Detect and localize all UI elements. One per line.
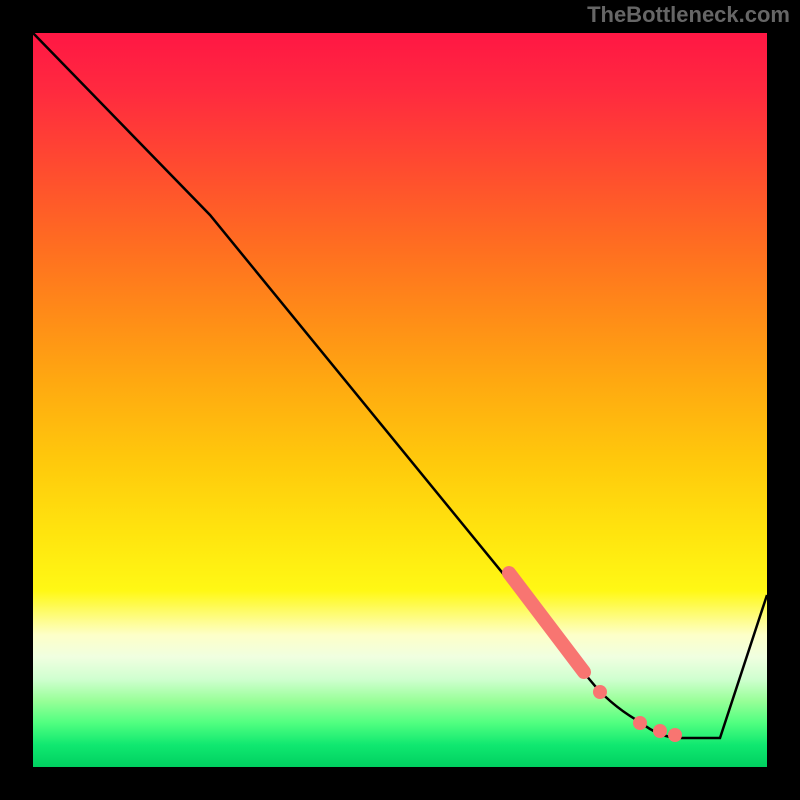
watermark-text: TheBottleneck.com — [587, 2, 790, 28]
highlight-dot — [633, 716, 647, 730]
highlight-dot — [668, 728, 682, 742]
highlight-dot — [593, 685, 607, 699]
plot-background — [33, 33, 767, 767]
highlight-dot — [653, 724, 667, 738]
chart-container: TheBottleneck.com — [0, 0, 800, 800]
chart-svg — [0, 0, 800, 800]
